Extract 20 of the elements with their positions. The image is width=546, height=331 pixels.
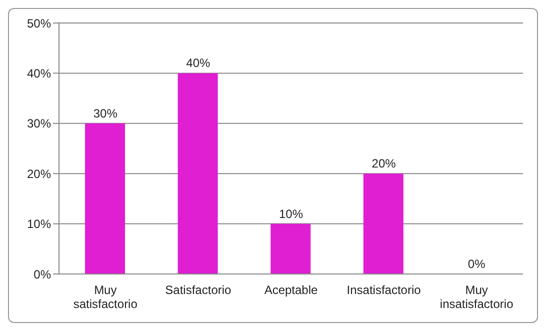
data-label: 40% (186, 56, 211, 70)
x-tick-label: Aceptable (264, 283, 318, 297)
y-tick-label: 50% (26, 16, 52, 30)
y-tick-label: 20% (26, 166, 52, 181)
x-tick-label: Muy insatisfactorio (440, 283, 514, 311)
y-tick-label: 0% (34, 267, 52, 282)
bar (270, 224, 311, 274)
bar (85, 123, 125, 274)
y-tick-label: 40% (26, 66, 52, 80)
y-tick-label: 30% (26, 116, 52, 131)
data-label: 0% (468, 257, 486, 271)
x-tick-label: Insatisfactorio (346, 283, 422, 297)
x-tick-label: Satisfactorio (165, 283, 232, 297)
data-label: 30% (93, 106, 118, 120)
data-label: 10% (278, 206, 304, 221)
y-tick-label: 10% (26, 217, 52, 232)
bar (178, 73, 218, 274)
data-label: 20% (372, 156, 396, 171)
x-tick-label: Muy satisfactorio (73, 283, 138, 311)
bar (363, 174, 404, 274)
